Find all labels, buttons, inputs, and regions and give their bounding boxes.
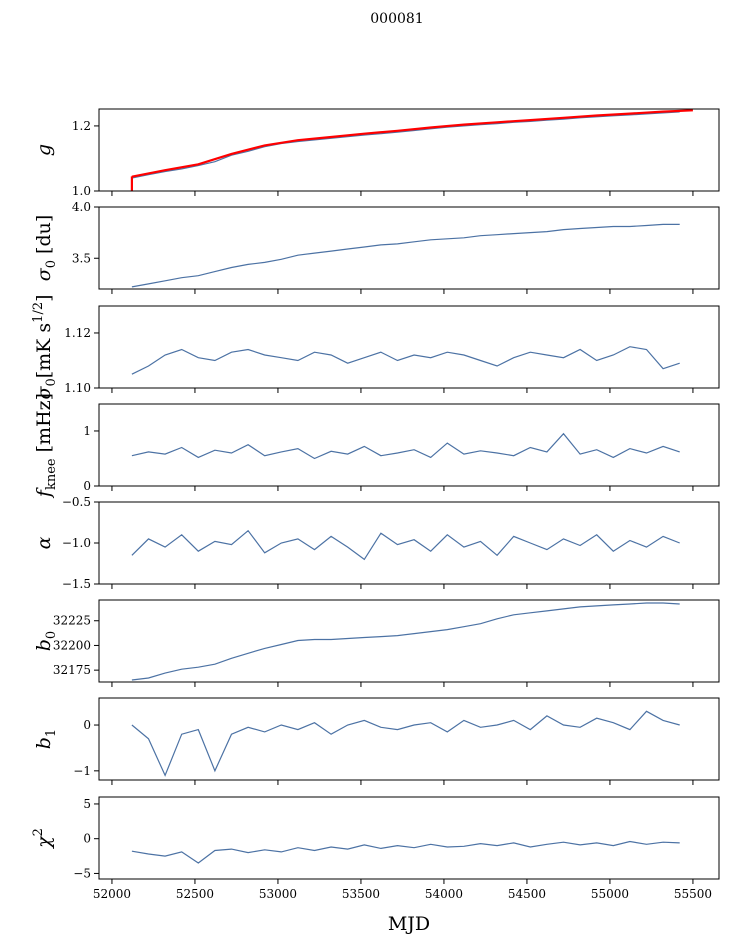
y-tick-label: −5: [73, 866, 91, 880]
y-tick-label: 5: [83, 797, 91, 811]
y-tick-label: 4.0: [72, 200, 91, 214]
x-tick-label: 53500: [342, 887, 380, 901]
x-axis-label: MJD: [388, 913, 430, 935]
series-line-b1: [131, 710, 680, 777]
y-tick-label: −0.5: [62, 495, 91, 509]
y-label-part: b: [33, 639, 55, 651]
series-line-fknee: [131, 432, 680, 460]
y-tick-label: 3.5: [72, 251, 91, 265]
y-label-part: g: [33, 144, 55, 156]
y-label-part: 1/2: [31, 302, 46, 323]
axes-frame: [98, 697, 720, 781]
y-tick-label: 1: [83, 424, 91, 438]
panel-g: 1.0 1.2 g: [33, 108, 720, 198]
y-label-part: 0: [44, 378, 59, 386]
y-label-part: knee: [44, 458, 59, 490]
y-tick-label: 1.2: [72, 119, 91, 133]
panel-fknee: 0 1 fknee [mHz]: [33, 393, 720, 499]
y-axis-label-b1: b1: [33, 729, 59, 749]
y-tick-label: 32225: [53, 614, 91, 628]
y-axis-label-alpha: α: [33, 536, 55, 549]
series-line-g: [131, 111, 680, 179]
y-tick-label: −1.5: [62, 577, 91, 591]
model-line-g: [130, 109, 693, 191]
y-label-part: [du]: [33, 215, 55, 260]
y-axis-label-fknee: fknee [mHz]: [33, 393, 59, 499]
y-label-part: 1: [44, 729, 59, 737]
series-line-sigma0-mk: [131, 346, 680, 375]
y-tick-label: 1.0: [72, 184, 91, 198]
y-label-part: α: [33, 536, 55, 549]
y-label-part: b: [33, 737, 55, 749]
y-label-part: σ: [33, 267, 55, 281]
y-axis-label-sigma0-mk: σ0[mK s1/2]: [31, 294, 59, 399]
y-label-part: χ: [33, 835, 55, 850]
y-axis-label-chi2: χ2: [31, 828, 55, 850]
series-line-chi2: [131, 840, 680, 864]
x-tick-label: 55000: [591, 887, 629, 901]
x-tick-label: 54000: [425, 887, 463, 901]
y-tick-label: 32200: [53, 638, 91, 652]
y-tick-label: 0: [83, 718, 91, 732]
panel-sigma0-du: 3.5 4.0 σ0 [du]: [33, 200, 720, 294]
figure-title: 000081: [370, 11, 423, 27]
x-tick-label: 55500: [674, 887, 712, 901]
axes-frame: [98, 403, 720, 487]
y-label-part: [mK s: [33, 323, 55, 378]
y-label-part: σ: [33, 386, 55, 400]
y-label-part: ]: [33, 294, 55, 301]
panel-b1: −1 0 b1: [33, 697, 720, 785]
x-tick-label: 52000: [93, 887, 131, 901]
y-tick-label: 0: [83, 832, 91, 846]
y-label-part: 2: [31, 828, 46, 836]
y-tick-label: −1.0: [62, 536, 91, 550]
x-tick-label: 53000: [259, 887, 297, 901]
axes-frame: [98, 206, 720, 290]
y-tick-label: 32175: [53, 663, 91, 677]
series-line-sigma0-du: [131, 223, 680, 288]
y-tick-label: 0: [83, 479, 91, 493]
axes-frame: [98, 108, 720, 192]
y-label-part: 0: [44, 260, 59, 268]
axes-frame: [98, 305, 720, 389]
y-axis-label-b0: b0: [33, 631, 59, 651]
series-line-b0: [131, 602, 680, 681]
y-axis-label-sigma0-du: σ0 [du]: [33, 215, 59, 282]
y-tick-label: 1.12: [64, 326, 91, 340]
y-axis-label-g: g: [33, 144, 55, 156]
y-label-part: [mHz]: [33, 393, 55, 458]
panel-alpha: −1.5 −1.0 −0.5 α: [33, 495, 720, 591]
y-label-part: 0: [44, 631, 59, 639]
panel-chi2: −5 0 5 52000 52500 53000 53500 54000 54500 55000 5…: [31, 796, 720, 901]
y-tick-label: −1: [73, 764, 91, 778]
axes-frame: [98, 796, 720, 880]
panel-b0: 32175 32200 32225 b0: [33, 599, 720, 687]
x-tick-label: 52500: [176, 887, 214, 901]
y-label-part: f: [33, 487, 55, 499]
series-line-alpha: [131, 529, 680, 561]
y-tick-label: 1.10: [64, 381, 91, 395]
axes-frame: [98, 599, 720, 683]
x-tick-label: 54500: [508, 887, 546, 901]
panel-sigma0-mk: 1.10 1.12 σ0[mK s1/2]: [31, 294, 720, 400]
